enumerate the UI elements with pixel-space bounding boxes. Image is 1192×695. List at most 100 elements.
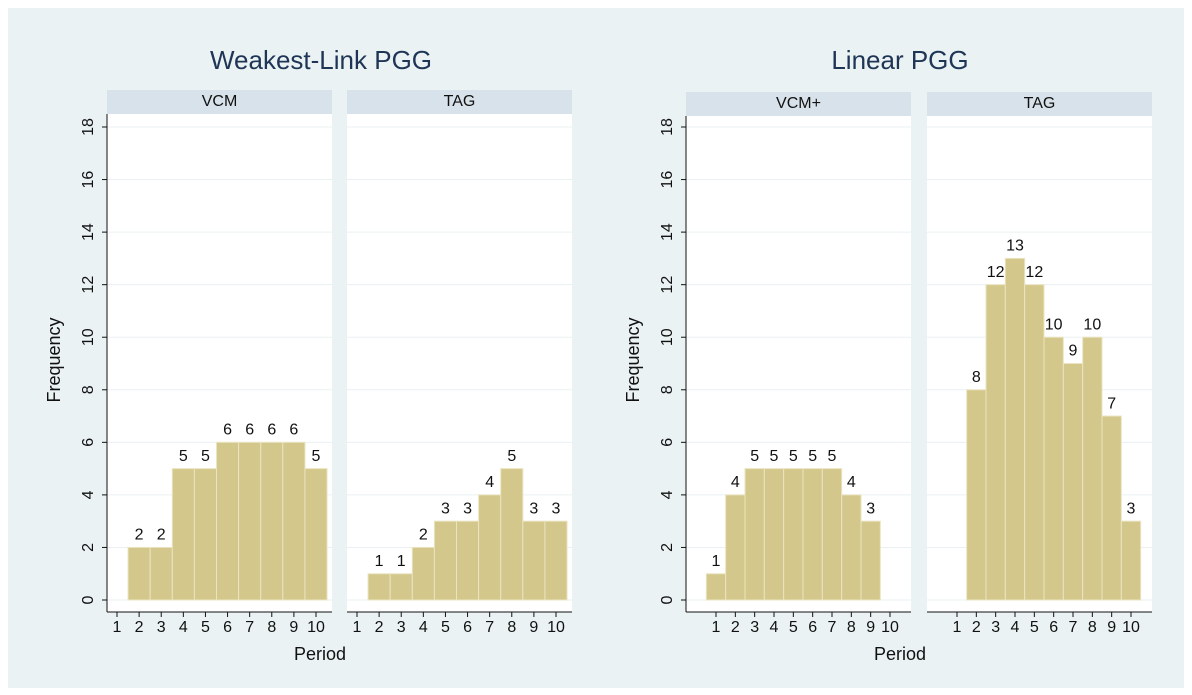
y-tick-label: 16 <box>80 171 97 189</box>
y-tick-label: 12 <box>659 276 676 294</box>
x-tick-label: 5 <box>201 619 210 636</box>
x-tick-label: 6 <box>223 619 232 636</box>
x-tick-label: 10 <box>547 619 565 636</box>
data-label: 5 <box>808 448 817 465</box>
y-tick-label: 2 <box>80 543 97 552</box>
x-tick-label: 1 <box>953 619 962 636</box>
data-label: 6 <box>267 422 276 439</box>
data-label: 5 <box>750 448 759 465</box>
x-tick-label: 3 <box>157 619 166 636</box>
bar <box>985 284 1006 601</box>
y-tick-label: 0 <box>659 595 676 604</box>
data-label: 3 <box>463 500 472 517</box>
data-label: 2 <box>157 527 166 544</box>
bar <box>802 468 823 601</box>
y-tick-label: 6 <box>659 438 676 447</box>
x-tick-label: 7 <box>245 619 254 636</box>
bar <box>260 441 284 601</box>
bar <box>282 441 306 601</box>
chart-title: Weakest-Link PGG <box>210 45 432 75</box>
x-tick-label: 8 <box>507 619 516 636</box>
x-tick-label: 9 <box>866 619 875 636</box>
panel-title: TAG <box>1024 95 1056 112</box>
bar <box>456 520 480 601</box>
data-label: 12 <box>1025 264 1043 281</box>
x-tick-label: 8 <box>1088 619 1097 636</box>
x-tick-label: 2 <box>731 619 740 636</box>
bar <box>1062 363 1084 601</box>
x-tick-label: 10 <box>307 619 325 636</box>
bar <box>193 468 217 601</box>
bar <box>1101 415 1122 601</box>
data-label: 7 <box>1107 395 1116 412</box>
x-tick-label: 8 <box>267 619 276 636</box>
x-tick-label: 7 <box>828 619 837 636</box>
bar <box>1043 336 1064 601</box>
bar <box>763 468 785 601</box>
y-tick-label: 10 <box>659 328 676 346</box>
bar <box>433 520 457 601</box>
x-tick-label: 9 <box>529 619 538 636</box>
x-tick-label: 7 <box>485 619 494 636</box>
x-tick-label: 6 <box>1049 619 1058 636</box>
data-label: 5 <box>770 448 779 465</box>
x-tick-label: 4 <box>419 619 428 636</box>
data-label: 5 <box>179 448 188 465</box>
bar <box>149 546 173 601</box>
bar <box>966 389 987 601</box>
data-label: 5 <box>789 448 798 465</box>
y-tick-label: 10 <box>80 328 97 346</box>
y-tick-label: 6 <box>80 438 97 447</box>
x-tick-label: 6 <box>808 619 817 636</box>
data-label: 4 <box>485 474 494 491</box>
bar <box>500 468 524 601</box>
data-label: 3 <box>529 500 538 517</box>
x-tick-label: 3 <box>750 619 759 636</box>
x-tick-label: 1 <box>712 619 721 636</box>
y-tick-label: 12 <box>80 276 97 294</box>
x-tick-label: 4 <box>179 619 188 636</box>
data-label: 5 <box>828 448 837 465</box>
x-tick-label: 5 <box>789 619 798 636</box>
bar <box>860 520 881 601</box>
x-tick-label: 6 <box>463 619 472 636</box>
data-label: 6 <box>245 422 254 439</box>
y-tick-label: 2 <box>659 543 676 552</box>
x-tick-label: 2 <box>972 619 981 636</box>
y-tick-label: 0 <box>80 595 97 604</box>
data-label: 1 <box>397 553 406 570</box>
bar <box>367 573 391 601</box>
y-tick-label: 18 <box>80 118 97 136</box>
panel-header <box>927 92 1152 116</box>
y-tick-label: 18 <box>659 118 676 136</box>
x-tick-label: 3 <box>397 619 406 636</box>
bar <box>544 520 568 601</box>
panel-header <box>107 90 332 114</box>
x-tick-label: 2 <box>375 619 384 636</box>
data-label: 12 <box>987 264 1005 281</box>
bar <box>478 494 502 601</box>
panel-title: TAG <box>444 93 476 110</box>
data-label: 9 <box>1069 343 1078 360</box>
x-tick-label: 5 <box>441 619 450 636</box>
data-label: 6 <box>289 422 298 439</box>
data-label: 3 <box>552 500 561 517</box>
y-tick-label: 4 <box>659 490 676 499</box>
data-label: 2 <box>419 527 428 544</box>
bar <box>127 546 151 601</box>
x-axis-label: Period <box>874 644 926 664</box>
bar <box>389 573 413 601</box>
bar <box>1004 257 1026 601</box>
x-tick-label: 2 <box>135 619 144 636</box>
chart-title: Linear PGG <box>831 45 968 75</box>
x-tick-label: 9 <box>1107 619 1116 636</box>
bar <box>705 573 727 601</box>
x-tick-label: 8 <box>847 619 856 636</box>
bar <box>171 468 195 601</box>
data-label: 4 <box>847 474 856 491</box>
x-tick-label: 1 <box>353 619 362 636</box>
data-label: 10 <box>1045 316 1063 333</box>
bar <box>411 546 435 601</box>
y-tick-label: 8 <box>80 385 97 394</box>
